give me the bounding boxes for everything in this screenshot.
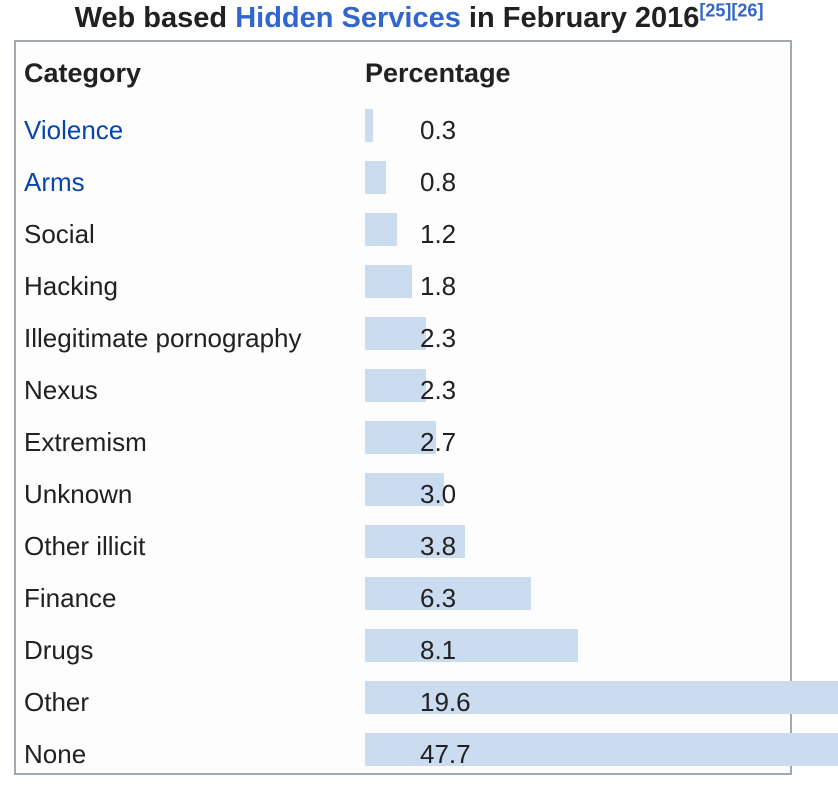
percentage-bar	[365, 681, 838, 714]
percentage-bar	[365, 109, 373, 142]
table-row: None 47.7	[16, 722, 838, 774]
percentage-value: 6.3	[420, 583, 457, 613]
table-row: Social 1.2	[16, 202, 790, 254]
title-text-suffix: in February 2016	[460, 2, 700, 34]
table-row: Illegitimate pornography 2.3	[16, 306, 790, 358]
percentage-bar	[365, 213, 397, 246]
percentage-bar	[365, 369, 426, 402]
percentage-bar	[365, 421, 436, 454]
percentage-value: 0.3	[420, 115, 457, 145]
reference-25-link[interactable]: [25]	[699, 0, 732, 21]
category-label: Illegitimate pornography	[24, 323, 302, 353]
category-label: Finance	[24, 583, 117, 613]
table-body: Violence 0.3 Arms 0.8 Social 1.2 Hacking 1.8 Ill…	[16, 98, 838, 774]
category-label: Hacking	[24, 271, 118, 301]
table-row: Nexus 2.3	[16, 358, 790, 410]
category-label: Nexus	[24, 375, 98, 405]
category-label: None	[24, 739, 87, 769]
category-link[interactable]: Violence	[24, 115, 124, 145]
percentage-value: 3.8	[420, 531, 457, 561]
reference-26-link[interactable]: [26]	[731, 0, 764, 21]
hidden-services-link[interactable]: Hidden Services	[235, 2, 461, 34]
table-row: Violence 0.3	[16, 98, 790, 150]
percentage-value: 47.7	[420, 739, 471, 769]
percentage-value: 19.6	[420, 687, 471, 717]
category-label: Drugs	[24, 635, 94, 665]
percentage-value: 3.0	[420, 479, 457, 509]
column-header-category: Category	[24, 58, 142, 88]
percentage-value: 2.3	[420, 323, 457, 353]
percentage-value: 0.8	[420, 167, 457, 197]
chart-title: Web based Hidden Services in February 20…	[0, 0, 838, 35]
category-label: Other	[24, 687, 90, 717]
category-label: Unknown	[24, 479, 133, 509]
table-row: Drugs 8.1	[16, 618, 790, 670]
percentage-value: 2.7	[420, 427, 457, 457]
percentage-bar	[365, 473, 444, 506]
category-label: Other illicit	[24, 531, 146, 561]
percentage-value: 1.8	[420, 271, 457, 301]
column-header-percentage: Percentage	[365, 58, 511, 88]
table-row: Other 19.6	[16, 670, 838, 722]
category-link[interactable]: Arms	[24, 167, 85, 197]
percentage-bar	[365, 733, 838, 766]
percentage-value: 2.3	[420, 375, 457, 405]
percentage-bar	[365, 317, 426, 350]
title-text-prefix: Web based	[74, 2, 236, 34]
table-header-row: Category Percentage	[16, 42, 790, 98]
table-row: Finance 6.3	[16, 566, 790, 618]
table-row: Hacking 1.8	[16, 254, 790, 306]
category-label: Social	[24, 219, 95, 249]
title-references: [25][26]	[699, 0, 763, 20]
percentage-value: 1.2	[420, 219, 457, 249]
percentage-bar	[365, 629, 578, 662]
hidden-services-table: Category Percentage Violence 0.3 Arms 0.8 So…	[14, 40, 838, 775]
table-row: Arms 0.8	[16, 150, 790, 202]
table-row: Extremism 2.7	[16, 410, 790, 462]
percentage-bar	[365, 525, 465, 558]
percentage-bar	[365, 265, 412, 298]
table-row: Unknown 3.0	[16, 462, 790, 514]
category-label: Extremism	[24, 427, 147, 457]
percentage-bar	[365, 577, 531, 610]
table-row: Other illicit 3.8	[16, 514, 790, 566]
percentage-bar	[365, 161, 386, 194]
percentage-value: 8.1	[420, 635, 457, 665]
